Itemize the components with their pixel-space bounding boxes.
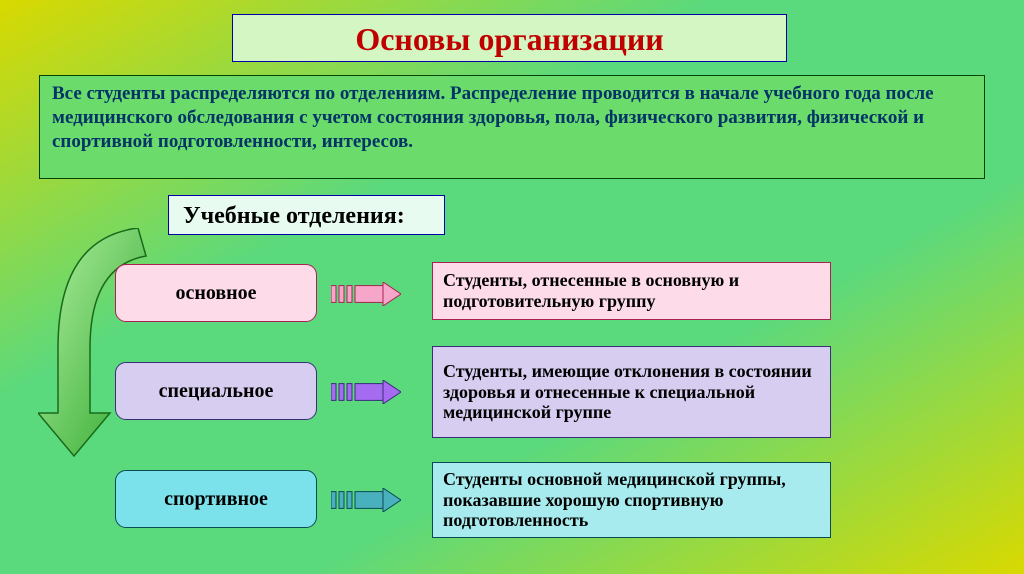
main-title-text: Основы организации [355, 21, 663, 57]
curved-arrow-icon [38, 228, 148, 458]
arrow-icon-main [331, 282, 401, 306]
arrow-icon-sport [331, 488, 401, 512]
department-box-sport: спортивное [115, 470, 317, 528]
department-desc-main: Студенты, отнесенные в основную и подгот… [432, 262, 831, 320]
main-title: Основы организации [232, 14, 787, 62]
subtitle-text: Учебные отделения: [183, 203, 405, 229]
intro-description: Все студенты распределяются по отделения… [39, 75, 985, 179]
department-label: спортивное [164, 488, 268, 511]
department-desc-special: Студенты, имеющие отклонения в состоянии… [432, 346, 831, 438]
subtitle: Учебные отделения: [168, 195, 445, 235]
department-label: специальное [159, 380, 274, 403]
intro-text: Все студенты распределяются по отделения… [52, 83, 934, 152]
department-desc-text: Студенты основной медицинской группы, по… [443, 469, 820, 531]
department-label: основное [175, 282, 256, 305]
department-desc-text: Студенты, имеющие отклонения в состоянии… [443, 361, 820, 423]
department-desc-sport: Студенты основной медицинской группы, по… [432, 462, 831, 538]
arrow-icon-special [331, 380, 401, 404]
department-desc-text: Студенты, отнесенные в основную и подгот… [443, 270, 820, 311]
department-box-special: специальное [115, 362, 317, 420]
department-box-main: основное [115, 264, 317, 322]
